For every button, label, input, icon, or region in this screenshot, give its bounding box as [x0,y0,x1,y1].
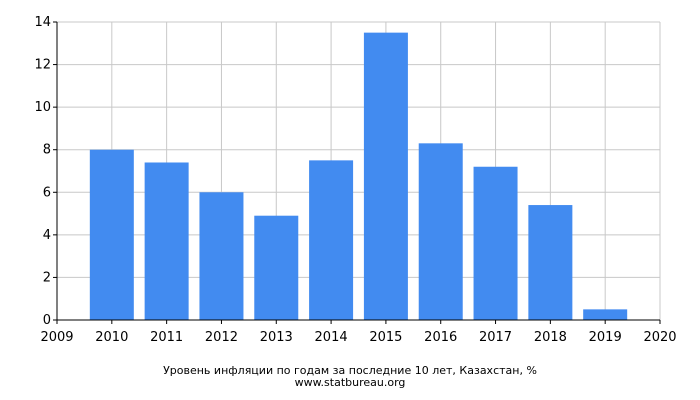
x-tick-label: 2020 [643,330,676,345]
x-tick-label: 2016 [424,330,457,345]
x-tick-label: 2010 [95,330,128,345]
bar-2016 [418,143,463,320]
bar-2015 [363,32,408,321]
y-tick-label: 0 [43,313,51,328]
bar-2013 [254,215,299,320]
x-tick-label: 2009 [40,330,73,345]
axes [53,21,661,324]
y-tick-label: 6 [43,185,51,200]
bars-group [89,32,628,321]
y-tick-label: 2 [43,270,51,285]
x-tick-label: 2014 [315,330,348,345]
bar-2010 [89,149,134,320]
tick-labels: 0 2 4 6 8 10 12 14 2009 2010 2011 2012 2013 2014 2015 2… [34,15,676,345]
x-tick-label: 2012 [205,330,238,345]
x-tick-label: 2013 [260,330,293,345]
y-tick-label: 4 [43,228,51,243]
bar-2018 [528,205,573,320]
source-caption: www.statbureau.org [294,376,406,389]
x-tick-label: 2011 [150,330,183,345]
x-tick-label: 2018 [534,330,567,345]
y-tick-label: 12 [34,58,51,73]
x-tick-label: 2015 [369,330,402,345]
bar-2014 [309,160,354,320]
x-tick-label: 2017 [479,330,512,345]
chart-caption: Уровень инфляции по годам за последние 1… [163,364,537,377]
bar-2017 [473,166,518,320]
bar-2019 [583,309,628,320]
x-tick-label: 2019 [589,330,622,345]
bar-2012 [199,192,244,320]
y-tick-label: 8 [43,143,51,158]
y-tick-label: 14 [34,15,51,30]
bar-2011 [144,162,189,320]
y-tick-label: 10 [34,100,51,115]
